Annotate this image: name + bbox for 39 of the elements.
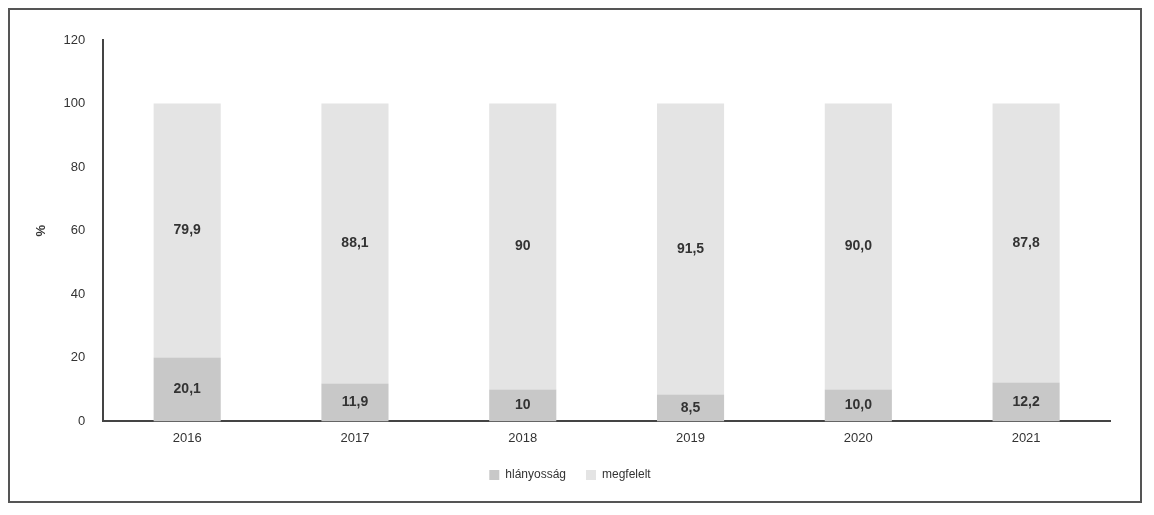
bar [153,357,221,422]
y-tick-label: 20 [70,349,86,365]
bar [489,103,557,390]
data-label: 91,5 [676,239,705,256]
bar [321,383,389,422]
bar [824,103,892,390]
bar [656,394,725,422]
data-label: 8,5 [680,398,701,415]
data-label: 20,1 [173,380,202,397]
data-label: 90,0 [844,237,873,254]
y-tick-label: 120 [63,31,86,47]
bar [153,103,221,358]
x-tick-label: 2019 [676,429,705,445]
bar [321,103,389,384]
y-tick-label: 60 [70,222,86,238]
data-label: 87,8 [1012,233,1040,250]
data-label: 12,2 [1012,392,1040,409]
y-axis-title: % [33,224,49,237]
data-label: 11,9 [341,393,369,410]
x-tick-label: 2021 [1011,429,1041,445]
legend-label: hlányosság [505,467,567,482]
x-tick-label: 2016 [172,429,202,445]
data-label: 90 [514,237,531,254]
y-tick-label: 40 [70,285,86,301]
x-tick-label: 2020 [843,429,873,445]
bar [656,103,725,395]
y-tick-label: 80 [70,158,86,174]
y-tick-label: 100 [63,95,86,111]
legend-label: megfelelt [602,467,652,482]
data-label: 79,9 [173,221,202,238]
bar [489,389,557,422]
data-label: 88,1 [341,234,369,251]
bar [992,382,1060,422]
x-tick-label: 2017 [340,429,370,445]
bar [992,103,1060,383]
y-tick-label: 0 [78,412,86,428]
data-label: 10 [514,396,531,413]
data-label: 10,0 [844,396,873,413]
x-tick-label: 2018 [508,429,538,445]
